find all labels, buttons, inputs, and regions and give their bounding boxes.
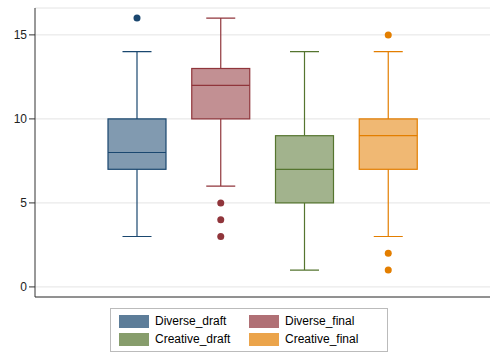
svg-text:15: 15	[14, 28, 28, 42]
html-text:Creative_final: Creative_final	[285, 332, 359, 346]
svg-text:5: 5	[20, 196, 27, 210]
html-text:Diverse_final: Diverse_final	[285, 314, 355, 328]
svg-text:0: 0	[20, 280, 27, 294]
html-text:Creative_draft: Creative_draft	[155, 332, 231, 346]
svg-text:10: 10	[14, 112, 28, 126]
html-text:Diverse_draft: Diverse_draft	[155, 314, 227, 328]
